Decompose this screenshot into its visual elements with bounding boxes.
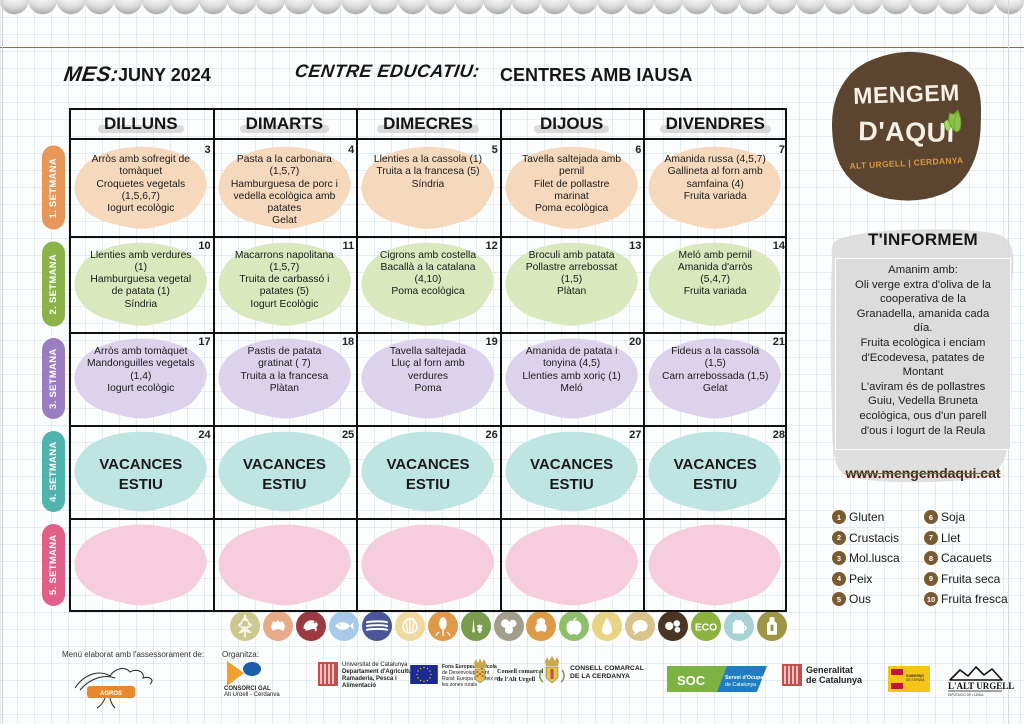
svg-text:ECO: ECO — [695, 622, 717, 633]
